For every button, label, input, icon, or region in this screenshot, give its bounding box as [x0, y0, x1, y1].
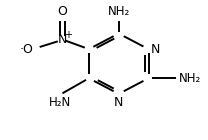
Text: N: N	[114, 96, 123, 109]
Text: ·O: ·O	[19, 43, 33, 56]
Text: O: O	[57, 5, 67, 18]
Text: +: +	[64, 30, 72, 40]
Text: H₂N: H₂N	[49, 96, 71, 109]
Text: N: N	[151, 43, 160, 56]
Text: NH₂: NH₂	[179, 72, 201, 85]
Text: NH₂: NH₂	[108, 5, 130, 18]
Text: N: N	[58, 33, 67, 46]
